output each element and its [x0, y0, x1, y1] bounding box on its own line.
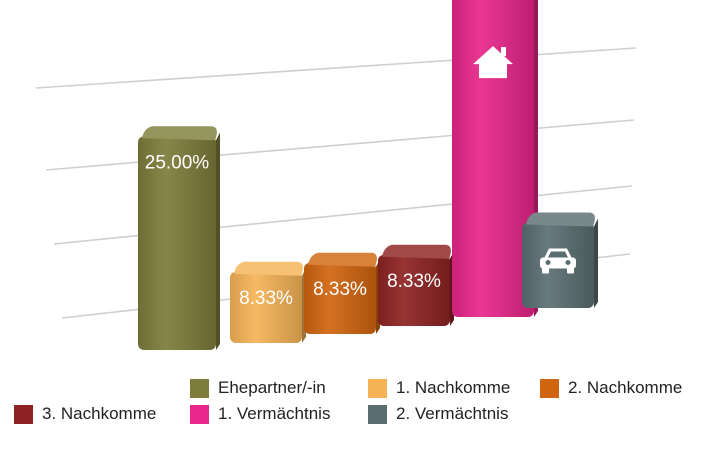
- legend-swatch: [190, 404, 209, 424]
- legend-item-3-nachkomme: 3. Nachkomme: [14, 404, 190, 424]
- bar-top: [308, 252, 377, 267]
- legend-label: 1. Nachkomme: [396, 378, 511, 397]
- bar-4: 8.33%: [378, 244, 454, 326]
- bar-top: [142, 126, 217, 141]
- legend-swatch: [540, 378, 559, 398]
- bar-front: [138, 136, 216, 350]
- data-label: 8.33%: [313, 279, 367, 300]
- bar-side: [216, 132, 220, 350]
- bar-front: [304, 262, 376, 334]
- bar-chart: 25.00% 8.33% 8.33% 8.33%: [35, 0, 637, 350]
- bar-top: [382, 244, 451, 259]
- legend-swatch: [190, 378, 209, 398]
- bars: 25.00% 8.33% 8.33% 8.33%: [138, 0, 598, 350]
- legend-item-2-nachkomme: 2. Nachkomme: [540, 378, 682, 398]
- bar-1: 25.00%: [138, 126, 220, 350]
- legend-label: Ehepartner/-in: [218, 378, 326, 397]
- legend-swatch: [368, 404, 387, 424]
- legend-item-2-vermaechtnis: 2. Vermächtnis: [368, 404, 508, 424]
- bar-front: [378, 254, 450, 326]
- legend-item-1-nachkomme: 1. Nachkomme: [368, 378, 540, 398]
- legend-item-1-vermaechtnis: 1. Vermächtnis: [190, 404, 368, 424]
- bar-side: [594, 218, 598, 308]
- bar-top: [234, 261, 303, 276]
- data-label: 25.00%: [145, 152, 210, 173]
- car-icon: [540, 248, 576, 274]
- bar-6: [522, 212, 598, 308]
- bar-3: 8.33%: [304, 252, 380, 334]
- bar-2: 8.33%: [230, 261, 306, 343]
- house-icon: [473, 46, 513, 79]
- bar-front: [230, 271, 302, 343]
- legend-label: 2. Vermächtnis: [396, 404, 509, 423]
- legend-swatch: [14, 404, 33, 424]
- legend-label: 1. Vermächtnis: [218, 404, 331, 423]
- bar-front: [452, 0, 534, 317]
- legend-label: 3. Nachkomme: [42, 404, 157, 423]
- data-label: 8.33%: [239, 288, 293, 309]
- legend-row-1: Ehepartner/-in 1. Nachkomme 2. Nachkomme: [190, 376, 682, 400]
- legend-label: 2. Nachkomme: [568, 378, 683, 397]
- legend-row-2: 3. Nachkomme 1. Vermächtnis 2. Vermächtn…: [14, 402, 508, 426]
- bar-top: [526, 212, 595, 227]
- bar-5: [452, 0, 538, 317]
- data-label: 8.33%: [387, 271, 441, 292]
- grid-line: [35, 47, 637, 89]
- legend-item-ehepartner: Ehepartner/-in: [190, 378, 368, 398]
- grid-line: [45, 119, 635, 171]
- legend-swatch: [368, 378, 387, 398]
